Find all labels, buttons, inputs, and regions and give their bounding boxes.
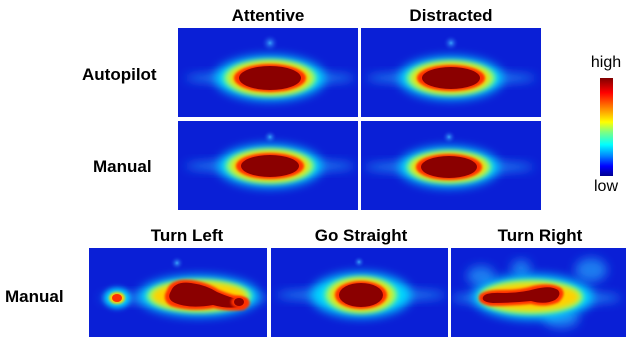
heatmap-autopilot-attentive <box>178 28 358 117</box>
heatmap-manual-turn-right <box>451 248 626 337</box>
col-header-go-straight: Go Straight <box>314 226 408 245</box>
heatmap-manual-distracted <box>361 121 541 210</box>
col-header-turn-right: Turn Right <box>497 226 583 245</box>
heatmap-manual-turn-left <box>89 248 267 337</box>
col-header-attentive: Attentive <box>231 6 305 25</box>
colorbar-low-label: low <box>593 178 619 195</box>
col-header-distracted: Distracted <box>409 6 493 25</box>
row-label-manual-top: Manual <box>93 157 152 176</box>
colorbar <box>600 78 613 176</box>
row-label-manual-bottom: Manual <box>5 287 64 306</box>
heatmap-manual-go-straight <box>271 248 448 337</box>
col-header-turn-left: Turn Left <box>150 226 224 245</box>
colorbar-high-label: high <box>590 54 622 71</box>
heatmap-autopilot-distracted <box>361 28 541 117</box>
row-label-autopilot: Autopilot <box>82 65 157 84</box>
heatmap-manual-attentive <box>178 121 358 210</box>
